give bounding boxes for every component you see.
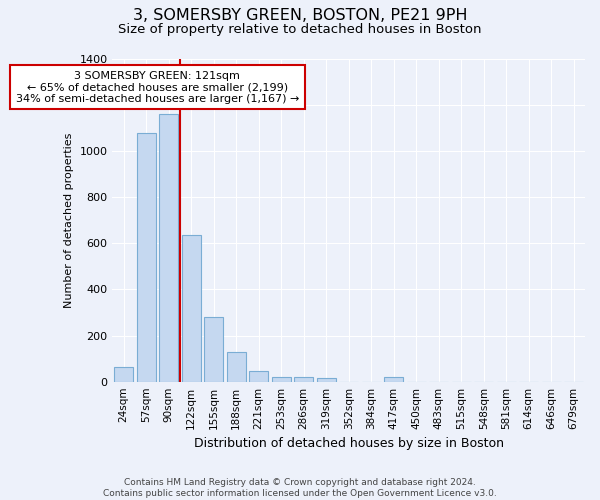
Bar bbox=[204, 317, 223, 382]
Bar bbox=[137, 133, 156, 382]
Text: 3 SOMERSBY GREEN: 121sqm
← 65% of detached houses are smaller (2,199)
34% of sem: 3 SOMERSBY GREEN: 121sqm ← 65% of detach… bbox=[16, 70, 299, 104]
Bar bbox=[182, 236, 201, 382]
Bar bbox=[249, 370, 268, 382]
Bar bbox=[114, 366, 133, 382]
Text: 3, SOMERSBY GREEN, BOSTON, PE21 9PH: 3, SOMERSBY GREEN, BOSTON, PE21 9PH bbox=[133, 8, 467, 22]
Bar bbox=[294, 377, 313, 382]
Bar bbox=[159, 114, 178, 382]
Y-axis label: Number of detached properties: Number of detached properties bbox=[64, 132, 74, 308]
Bar bbox=[317, 378, 336, 382]
Bar bbox=[227, 352, 246, 382]
X-axis label: Distribution of detached houses by size in Boston: Distribution of detached houses by size … bbox=[194, 437, 504, 450]
Text: Size of property relative to detached houses in Boston: Size of property relative to detached ho… bbox=[118, 22, 482, 36]
Bar bbox=[272, 377, 291, 382]
Text: Contains HM Land Registry data © Crown copyright and database right 2024.
Contai: Contains HM Land Registry data © Crown c… bbox=[103, 478, 497, 498]
Bar bbox=[384, 377, 403, 382]
